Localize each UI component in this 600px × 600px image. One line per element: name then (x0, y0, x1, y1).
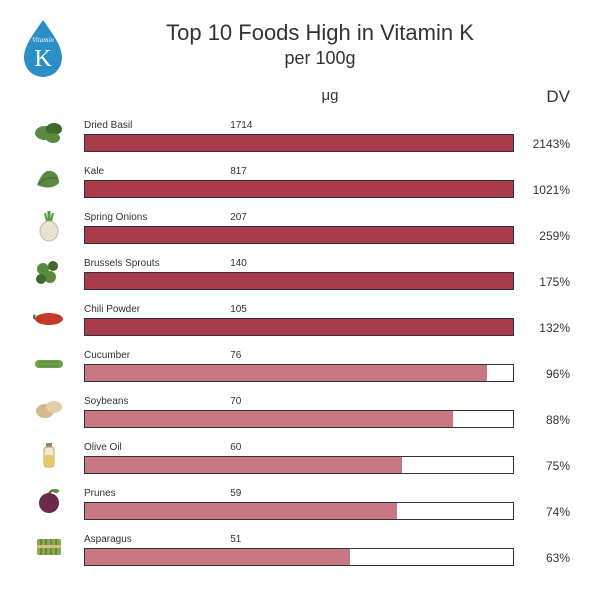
ug-value: 1714 (230, 120, 252, 131)
bar-area: Asparagus 51 (84, 528, 514, 566)
bar-area: Dried Basil 1714 (84, 114, 514, 152)
page-title: Top 10 Foods High in Vitamin K (70, 20, 570, 46)
dv-value: 96% (520, 367, 570, 383)
bar-fill (85, 549, 350, 565)
chart-row: Cucumber 76 96% (24, 343, 570, 383)
bar-track (84, 134, 514, 152)
chart-row: Chili Powder 105 132% (24, 297, 570, 337)
bar-area: Soybeans 70 (84, 390, 514, 428)
bar-fill (85, 411, 453, 427)
header: Vitamin K Top 10 Foods High in Vitamin K… (0, 0, 600, 79)
vitamin-badge: Vitamin K (20, 18, 66, 78)
dv-value: 175% (520, 275, 570, 291)
kale-icon (24, 159, 74, 199)
ug-value: 105 (230, 304, 247, 315)
bar-track (84, 226, 514, 244)
chart-row: Olive Oil 60 75% (24, 435, 570, 475)
chart-row: Dried Basil 1714 2143% (24, 113, 570, 153)
bar-area: Spring Onions 207 (84, 206, 514, 244)
bar-track (84, 272, 514, 290)
bar-track (84, 364, 514, 382)
dv-header: DV (546, 87, 570, 107)
ug-value: 51 (230, 534, 241, 545)
bar-area: Cucumber 76 (84, 344, 514, 382)
ug-value: 60 (230, 442, 241, 453)
food-name: Spring Onions (84, 212, 147, 224)
bar-fill (85, 503, 397, 519)
dv-value: 88% (520, 413, 570, 429)
food-name: Asparagus (84, 534, 132, 546)
bar-fill (85, 135, 513, 151)
ug-value: 59 (230, 488, 241, 499)
chart-row: Soybeans 70 88% (24, 389, 570, 429)
bar-fill (85, 319, 513, 335)
bar-chart: Dried Basil 1714 2143% Kale 817 1021% Spring O… (0, 113, 600, 567)
food-name: Chili Powder (84, 304, 140, 316)
badge-letter-text: K (34, 46, 52, 72)
chart-row: Spring Onions 207 259% (24, 205, 570, 245)
prune-icon (24, 481, 74, 521)
bar-area: Chili Powder 105 (84, 298, 514, 336)
bar-area: Brussels Sprouts 140 (84, 252, 514, 290)
soy-icon (24, 389, 74, 429)
dv-value: 132% (520, 321, 570, 337)
food-name: Brussels Sprouts (84, 258, 160, 270)
food-name: Dried Basil (84, 120, 132, 132)
bar-area: Prunes 59 (84, 482, 514, 520)
food-name: Olive Oil (84, 442, 122, 454)
onion-icon (24, 205, 74, 245)
ug-value: 76 (230, 350, 241, 361)
food-name: Soybeans (84, 396, 128, 408)
column-headers: μg DV (90, 87, 570, 109)
dv-value: 2143% (520, 137, 570, 153)
bar-fill (85, 457, 402, 473)
bar-fill (85, 181, 513, 197)
ug-value: 817 (230, 166, 247, 177)
ug-value: 207 (230, 212, 247, 223)
dv-value: 74% (520, 505, 570, 521)
chart-row: Kale 817 1021% (24, 159, 570, 199)
bar-fill (85, 227, 513, 243)
unit-header: μg (322, 87, 339, 104)
sprouts-icon (24, 251, 74, 291)
ug-value: 70 (230, 396, 241, 407)
dv-value: 1021% (520, 183, 570, 199)
dv-value: 75% (520, 459, 570, 475)
bar-track (84, 180, 514, 198)
bar-track (84, 410, 514, 428)
dv-value: 63% (520, 551, 570, 567)
bar-track (84, 548, 514, 566)
badge-top-text: Vitamin (32, 36, 54, 44)
chart-row: Prunes 59 74% (24, 481, 570, 521)
chart-row: Brussels Sprouts 140 175% (24, 251, 570, 291)
cucumber-icon (24, 343, 74, 383)
oil-icon (24, 435, 74, 475)
ug-value: 140 (230, 258, 247, 269)
basil-icon (24, 113, 74, 153)
food-name: Prunes (84, 488, 116, 500)
dv-value: 259% (520, 229, 570, 245)
food-name: Kale (84, 166, 104, 178)
food-name: Cucumber (84, 350, 130, 362)
bar-fill (85, 273, 513, 289)
bar-fill (85, 365, 487, 381)
chart-row: Asparagus 51 63% (24, 527, 570, 567)
bar-area: Olive Oil 60 (84, 436, 514, 474)
chili-icon (24, 297, 74, 337)
bar-area: Kale 817 (84, 160, 514, 198)
bar-track (84, 318, 514, 336)
asparagus-icon (24, 527, 74, 567)
bar-track (84, 456, 514, 474)
bar-track (84, 502, 514, 520)
page-subtitle: per 100g (70, 48, 570, 69)
